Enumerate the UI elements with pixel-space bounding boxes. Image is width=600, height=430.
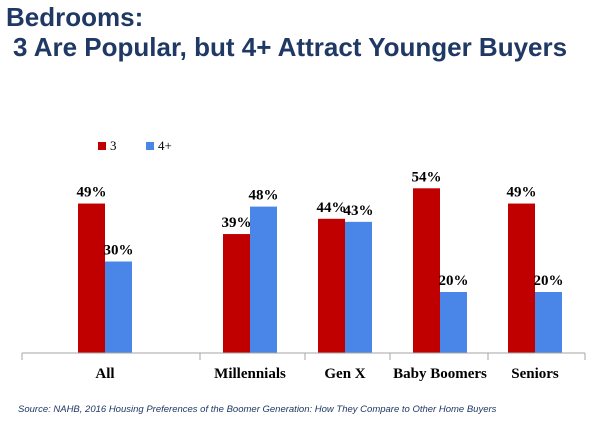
data-label: 49%: [77, 185, 107, 201]
data-label: 39%: [222, 215, 252, 231]
bar-4plus-gen-x: [345, 221, 372, 353]
data-label: 54%: [412, 169, 442, 185]
category-label: Gen X: [324, 366, 365, 382]
bar-4plus-baby-boomers: [440, 292, 467, 353]
data-label: 49%: [507, 185, 537, 201]
category-label: Millennials: [214, 366, 286, 382]
chart-axis: All Millennials Gen X Baby Boomers Seniors: [21, 352, 586, 382]
bar-3-all: [78, 203, 105, 353]
bar-chart: 3 4+ 49% 30% 39% 48% 44%43% 54% 20% 49% 20% All Mi…: [21, 138, 586, 382]
data-label: 43%: [344, 203, 374, 219]
title-line-2: 3 Are Popular, but 4+ Attract Younger Bu…: [13, 32, 568, 62]
legend-label: 4+: [158, 138, 172, 153]
chart-bars: 49% 30% 39% 48% 44%43% 54% 20% 49% 20%: [77, 169, 564, 353]
data-label: 20%: [439, 273, 469, 289]
legend-label: 3: [110, 138, 117, 153]
category-label: All: [95, 366, 114, 382]
bar-3-seniors: [508, 203, 535, 353]
category-label: Baby Boomers: [393, 366, 487, 382]
data-label: 48%: [249, 188, 279, 204]
bar-4plus-seniors: [535, 292, 562, 353]
legend-swatch-3: [98, 142, 106, 150]
bar-3-millennials: [223, 234, 250, 353]
bar-4plus-millennials: [250, 206, 277, 353]
bar-3-gen-x: [318, 218, 345, 353]
data-label: 30%: [104, 243, 134, 259]
title-line-1: Bedrooms:: [6, 2, 144, 32]
data-label: 44%: [317, 200, 347, 216]
page-title: Bedrooms: 3 Are Popular, but 4+ Attract Y…: [6, 2, 567, 62]
chart-legend: 3 4+: [98, 138, 172, 153]
source-note: Source: NAHB, 2016 Housing Preferences o…: [18, 404, 497, 415]
data-label: 20%: [534, 273, 564, 289]
bar-3-baby-boomers: [413, 188, 440, 353]
legend-swatch-4plus: [146, 142, 154, 150]
category-label: Seniors: [511, 366, 559, 382]
bar-4plus-all: [105, 261, 132, 353]
